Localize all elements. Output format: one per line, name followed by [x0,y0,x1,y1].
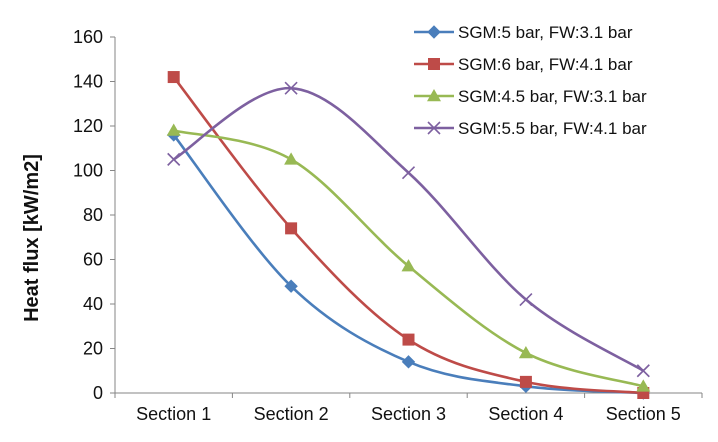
legend-item: SGM:5.5 bar, FW:4.1 bar [414,119,647,138]
legend: SGM:5 bar, FW:3.1 bar SGM:6 bar, FW:4.1 b… [414,23,647,138]
series-3 [166,123,651,392]
legend-item: SGM:4.5 bar, FW:3.1 bar [414,87,647,106]
series-line [172,76,644,395]
y-tick-label: 20 [83,339,103,359]
marker-stroke [284,81,298,95]
data-point [636,364,650,378]
data-point [167,152,181,166]
marker-stroke [427,121,441,135]
data-point [284,81,298,95]
y-tick-label: 0 [93,383,103,403]
data-point [166,123,181,136]
legend-swatch-marker [427,89,441,102]
legend-label: SGM:5 bar, FW:3.1 bar [458,23,633,42]
y-tick-label: 160 [73,27,103,47]
data-point [402,333,415,346]
legend-swatch-marker [428,58,440,70]
y-tick-label: 100 [73,161,103,181]
data-point [284,279,298,293]
legend-label: SGM:5.5 bar, FW:4.1 bar [458,119,647,138]
y-tick-label: 40 [83,294,103,314]
data-point [401,259,416,272]
x-tick-label: Section 5 [606,404,681,424]
marker-stroke [519,292,533,307]
data-point [519,375,532,388]
y-tick-label: 140 [73,72,103,92]
legend-swatch-marker [427,121,441,135]
x-tick-label: Section 4 [488,404,563,424]
legend-item: SGM:6 bar, FW:4.1 bar [414,55,633,74]
axes: 0 20 40 60 80 100 120 140 160 Section 1 Section 2 S… [73,27,703,424]
marker-stroke [636,364,650,378]
y-tick-label: 120 [73,116,103,136]
marker-stroke [401,166,416,180]
legend-swatch-marker [427,25,441,39]
legend-item: SGM:5 bar, FW:3.1 bar [414,23,633,42]
x-tick-label: Section 1 [136,404,211,424]
data-point [401,166,416,180]
data-point [636,379,651,392]
series-line [172,134,644,395]
data-point [167,71,180,84]
x-tick-label: Section 2 [254,404,329,424]
x-tick-label: Section 3 [371,404,446,424]
data-point [519,292,533,307]
data-point [284,152,299,165]
series-layer [166,71,651,400]
marker-stroke [167,152,181,166]
y-axis-title: Heat flux [kW/m2] [21,154,43,322]
legend-label: SGM:4.5 bar, FW:3.1 bar [458,87,647,106]
y-tick-label: 80 [83,205,103,225]
data-point [518,345,533,359]
data-point [285,222,298,235]
data-point [401,355,416,369]
legend-label: SGM:6 bar, FW:4.1 bar [458,55,633,74]
y-tick-label: 60 [83,250,103,270]
series-4 [167,81,650,378]
